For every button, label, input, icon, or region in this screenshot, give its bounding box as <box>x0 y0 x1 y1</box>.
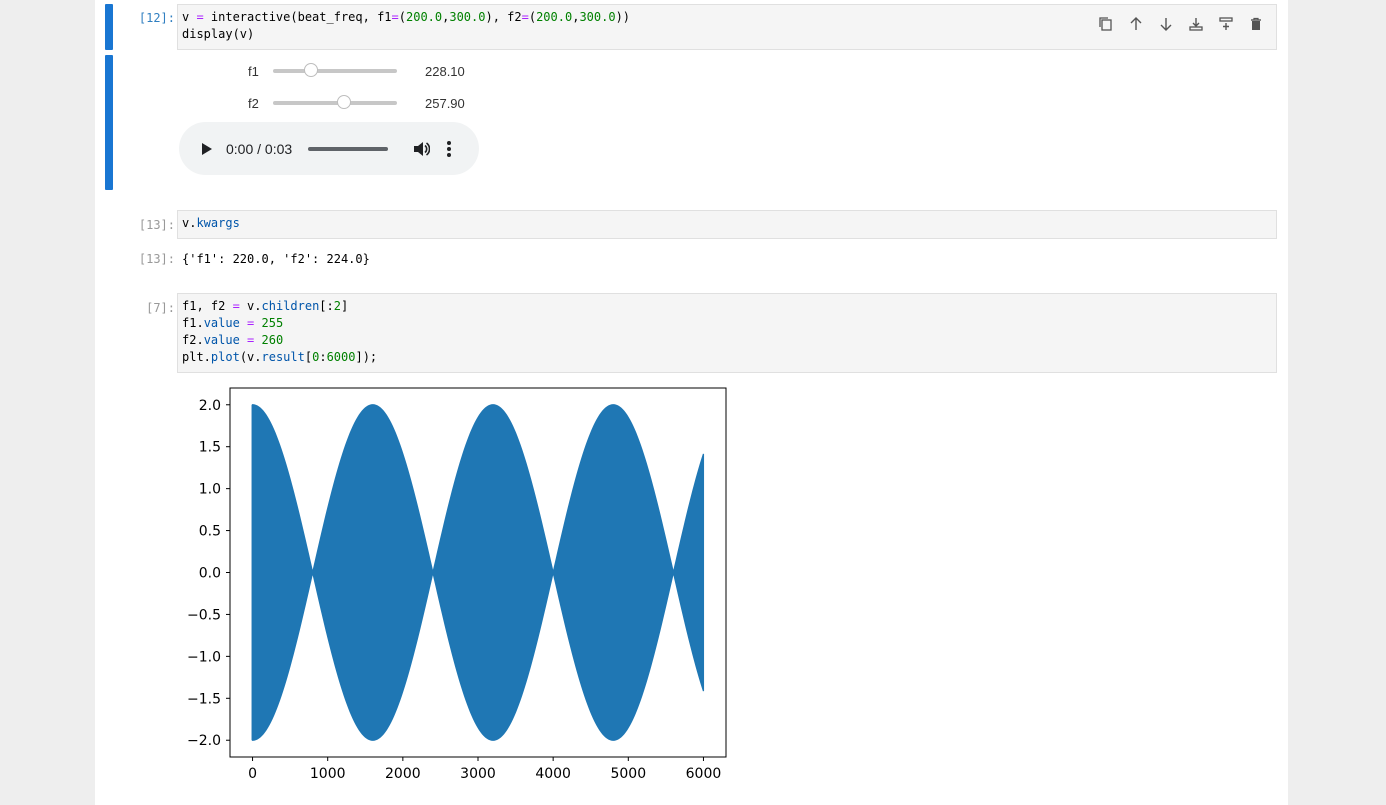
x-tick-label: 5000 <box>610 766 646 782</box>
notebook: [12]: v = interactive(beat_freq, f1=(200… <box>95 0 1288 805</box>
code-editor[interactable]: v = interactive(beat_freq, f1=(200.0,300… <box>177 4 1277 50</box>
slider-track[interactable] <box>273 63 397 77</box>
y-tick-label: −1.0 <box>187 649 221 665</box>
cell-selection-bar <box>105 4 113 50</box>
output-text: {'f1': 220.0, 'f2': 224.0} <box>182 252 370 266</box>
slider-label: f2 <box>248 95 259 111</box>
y-tick-label: 1.0 <box>199 482 221 498</box>
waveform-series <box>251 404 705 741</box>
input-prompt: [7]: <box>146 301 175 315</box>
audio-progress[interactable] <box>308 146 388 151</box>
slider-f2: f2 257.90 <box>235 93 485 113</box>
y-tick-label: 1.5 <box>199 440 221 456</box>
input-prompt: [12]: <box>138 11 175 25</box>
y-tick-label: −1.5 <box>187 691 221 707</box>
cell-toolbar <box>1096 15 1266 33</box>
x-tick-label: 4000 <box>535 766 571 782</box>
slider-label: f1 <box>248 63 259 79</box>
slider-track[interactable] <box>273 95 397 109</box>
slider-handle[interactable] <box>336 95 351 109</box>
y-tick-label: 0.0 <box>199 566 221 582</box>
insert-below-icon[interactable] <box>1216 15 1236 33</box>
beat-plot: 2.0 1.5 1.0 0.5 0.0 −0.5 −1.0 −1.5 −2.0 0 1000 200… <box>187 387 727 782</box>
slider-f1: f1 228.10 <box>235 61 485 81</box>
x-tick-label: 0 <box>248 766 257 782</box>
audio-time: 0:00 / 0:03 <box>226 140 293 157</box>
y-tick-label: −0.5 <box>187 607 221 623</box>
audio-player: 0:00 / 0:03 <box>179 122 479 175</box>
code-editor[interactable]: v.kwargs <box>177 210 1277 239</box>
output-prompt: [13]: <box>138 252 175 266</box>
waveform-area <box>251 404 705 741</box>
volume-icon[interactable] <box>412 140 430 158</box>
y-tick-label: 2.0 <box>199 398 221 414</box>
output-selection-bar <box>105 55 113 190</box>
move-down-icon[interactable] <box>1156 15 1176 33</box>
x-tick-label: 2000 <box>385 766 421 782</box>
copy-icon[interactable] <box>1096 15 1116 33</box>
move-up-icon[interactable] <box>1126 15 1146 33</box>
insert-above-icon[interactable] <box>1186 15 1206 33</box>
slider-value[interactable]: 257.90 <box>425 95 465 111</box>
slider-handle[interactable] <box>303 63 318 77</box>
slider-value[interactable]: 228.10 <box>425 63 465 79</box>
input-prompt: [13]: <box>138 218 175 232</box>
x-tick-label: 1000 <box>310 766 346 782</box>
play-icon[interactable] <box>198 141 214 157</box>
delete-icon[interactable] <box>1246 15 1266 33</box>
more-options-icon[interactable] <box>446 140 452 158</box>
x-tick-label: 6000 <box>686 766 722 782</box>
y-tick-label: 0.5 <box>199 524 221 540</box>
x-tick-label: 3000 <box>460 766 496 782</box>
y-tick-label: −2.0 <box>187 733 221 749</box>
code-editor[interactable]: f1, f2 = v.children[:2] f1.value = 255 f… <box>177 293 1277 373</box>
